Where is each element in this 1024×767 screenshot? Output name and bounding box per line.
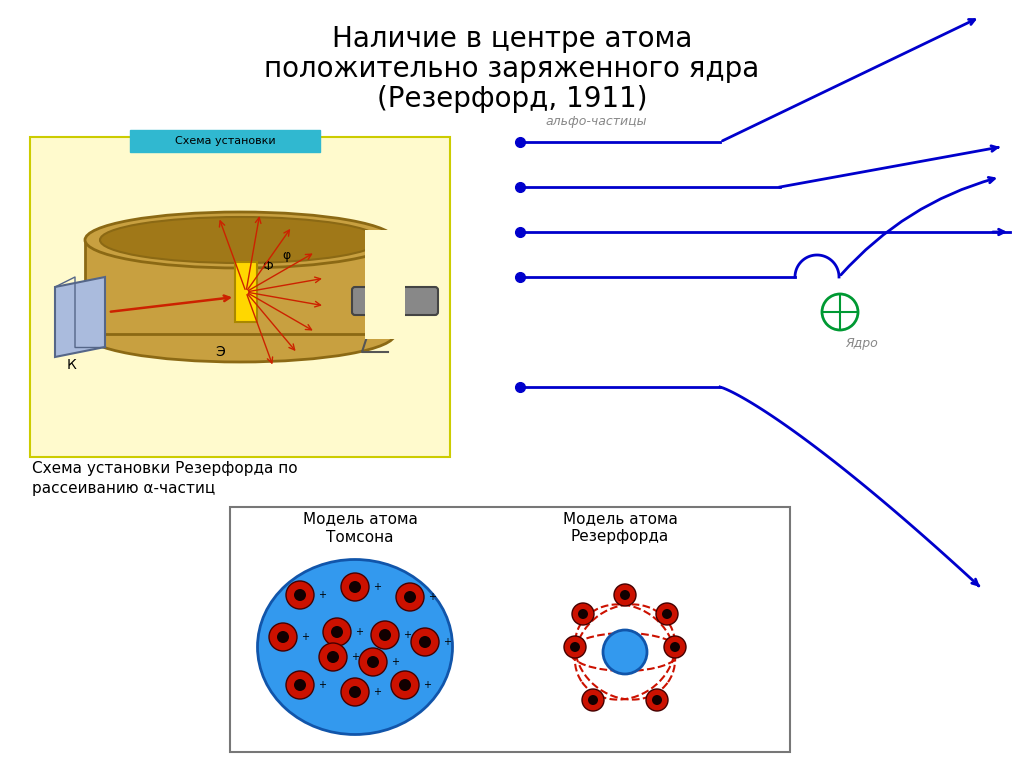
FancyBboxPatch shape xyxy=(234,262,257,322)
Circle shape xyxy=(572,603,594,625)
Circle shape xyxy=(620,590,630,600)
Text: Модель атома: Модель атома xyxy=(302,512,418,526)
Text: положительно заряженного ядра: положительно заряженного ядра xyxy=(264,55,760,83)
Circle shape xyxy=(331,626,343,638)
Text: М: М xyxy=(389,317,401,331)
Circle shape xyxy=(294,679,306,691)
Text: +: + xyxy=(391,657,399,667)
Circle shape xyxy=(404,591,416,603)
Text: +: + xyxy=(351,652,359,662)
Text: Наличие в центре атома: Наличие в центре атома xyxy=(332,25,692,53)
Text: Модель атома: Модель атома xyxy=(562,512,678,526)
Text: (Резерфорд, 1911): (Резерфорд, 1911) xyxy=(377,85,647,113)
Circle shape xyxy=(670,642,680,652)
Circle shape xyxy=(379,629,391,641)
Circle shape xyxy=(603,630,647,674)
Circle shape xyxy=(349,581,361,593)
Circle shape xyxy=(411,628,439,656)
Circle shape xyxy=(582,689,604,711)
Text: Ядро: Ядро xyxy=(845,337,878,351)
Circle shape xyxy=(656,603,678,625)
Circle shape xyxy=(564,636,586,658)
Text: Ф: Ф xyxy=(262,261,272,274)
Text: φ: φ xyxy=(282,249,290,262)
Ellipse shape xyxy=(257,559,453,735)
Polygon shape xyxy=(55,277,105,357)
Circle shape xyxy=(359,648,387,676)
Circle shape xyxy=(327,651,339,663)
Circle shape xyxy=(614,584,636,606)
Circle shape xyxy=(662,609,672,619)
Text: Резерфорда: Резерфорда xyxy=(570,529,669,545)
Text: +: + xyxy=(423,680,431,690)
FancyBboxPatch shape xyxy=(230,507,790,752)
Polygon shape xyxy=(365,230,406,339)
Circle shape xyxy=(391,671,419,699)
Text: +: + xyxy=(443,637,451,647)
Text: Схема установки Резерфорда по: Схема установки Резерфорда по xyxy=(32,462,298,476)
Circle shape xyxy=(570,642,580,652)
Text: К: К xyxy=(68,358,77,372)
Circle shape xyxy=(652,695,662,705)
Text: +: + xyxy=(355,627,362,637)
Circle shape xyxy=(286,671,314,699)
Text: +: + xyxy=(428,592,436,602)
FancyBboxPatch shape xyxy=(130,130,319,152)
Polygon shape xyxy=(85,240,395,334)
FancyBboxPatch shape xyxy=(352,287,438,315)
Text: Томсона: Томсона xyxy=(327,529,394,545)
Circle shape xyxy=(396,583,424,611)
Text: +: + xyxy=(373,582,381,592)
Circle shape xyxy=(367,656,379,668)
Circle shape xyxy=(323,618,351,646)
Circle shape xyxy=(341,678,369,706)
Circle shape xyxy=(399,679,411,691)
Text: альфо-частицы: альфо-частицы xyxy=(545,116,646,129)
Circle shape xyxy=(269,623,297,651)
Ellipse shape xyxy=(85,306,395,362)
Text: Э: Э xyxy=(215,345,225,359)
Circle shape xyxy=(664,636,686,658)
Circle shape xyxy=(588,695,598,705)
Circle shape xyxy=(646,689,668,711)
Circle shape xyxy=(419,636,431,648)
Text: +: + xyxy=(318,680,326,690)
Circle shape xyxy=(371,621,399,649)
Text: рассеиванию α-частиц: рассеиванию α-частиц xyxy=(32,482,215,496)
Ellipse shape xyxy=(85,212,395,268)
Circle shape xyxy=(278,631,289,643)
Circle shape xyxy=(349,686,361,698)
Circle shape xyxy=(294,589,306,601)
Text: Схема установки: Схема установки xyxy=(175,136,275,146)
Ellipse shape xyxy=(100,217,380,263)
Text: +: + xyxy=(301,632,309,642)
Text: +: + xyxy=(403,630,411,640)
Circle shape xyxy=(319,643,347,671)
Text: +: + xyxy=(373,687,381,697)
Circle shape xyxy=(822,294,858,330)
Text: +: + xyxy=(318,590,326,600)
Circle shape xyxy=(578,609,588,619)
Circle shape xyxy=(286,581,314,609)
Circle shape xyxy=(341,573,369,601)
FancyBboxPatch shape xyxy=(30,137,450,457)
